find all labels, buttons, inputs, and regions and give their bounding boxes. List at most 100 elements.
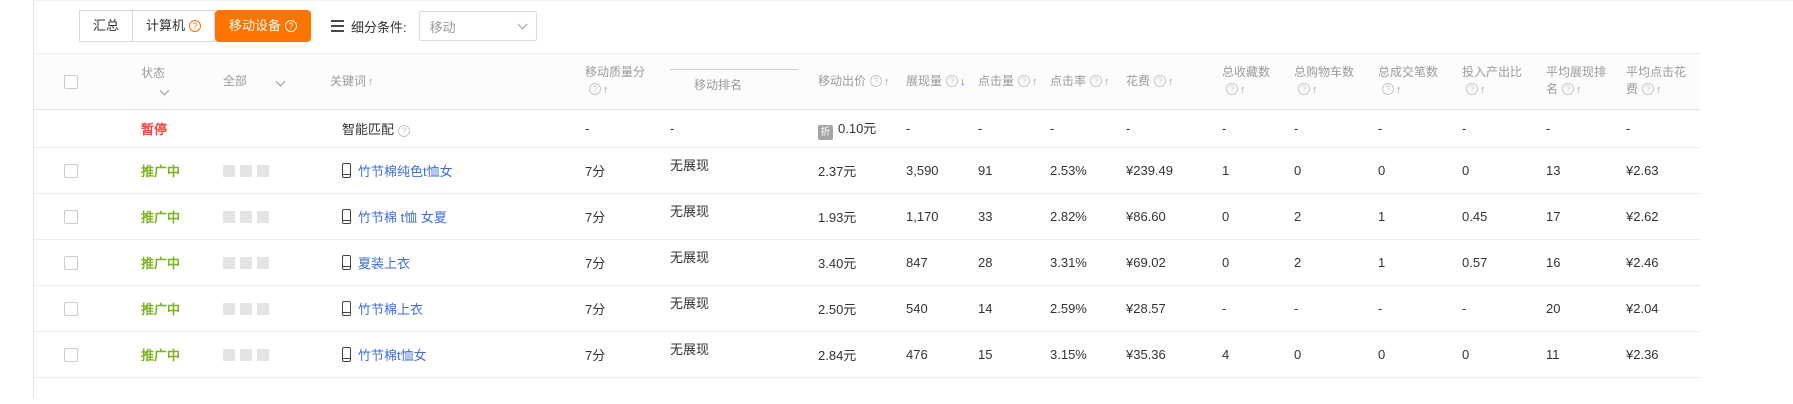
cell-value: - — [1222, 121, 1227, 136]
cell-ctr: 3.15% — [1044, 331, 1120, 378]
keyword-link[interactable]: 竹节棉上衣 — [358, 302, 424, 317]
tab-computer[interactable]: 计算机? — [133, 10, 216, 42]
help-icon[interactable]: ? — [189, 20, 202, 32]
cell-bid: 2.50元 — [812, 285, 900, 332]
col-header-orders[interactable]: 总成交笔数? ↑ — [1372, 53, 1456, 110]
cell-scope — [212, 147, 324, 194]
col-header-carts[interactable]: 总购物车数? ↑ — [1288, 53, 1372, 110]
discount-badge: 折 — [818, 124, 833, 140]
segment-filter-value: 移动 — [429, 19, 456, 35]
cell-favorites: 0 — [1216, 239, 1288, 286]
cell-rank: 无展现 — [664, 147, 812, 194]
help-icon[interactable]: ? — [398, 125, 411, 137]
select-all-checkbox[interactable] — [64, 74, 78, 89]
cell-value: 16 — [1546, 255, 1561, 270]
col-header-ctr[interactable]: 点击率? ↑ — [1044, 53, 1120, 110]
cell-value: - — [670, 121, 675, 136]
col-header-avg_cpc[interactable]: 平均点击花费? ↑ — [1620, 53, 1700, 110]
help-icon[interactable]: ? — [1154, 74, 1167, 87]
help-icon[interactable]: ? — [1562, 83, 1575, 95]
mobile-phone-icon — [342, 163, 351, 178]
col-header-status[interactable]: 状态 — [97, 53, 212, 110]
cell-quality: 7分 — [579, 239, 664, 286]
tab-summary[interactable]: 汇总 — [79, 10, 134, 42]
cell-scope — [212, 193, 324, 240]
help-icon[interactable]: ? — [1642, 83, 1655, 95]
cell-value: 2.82% — [1050, 209, 1087, 224]
cell-value: - — [1546, 121, 1551, 136]
col-label: 关键词 — [330, 73, 367, 88]
help-icon[interactable]: ? — [285, 20, 298, 32]
cell-value: 2.37元 — [818, 164, 857, 179]
help-icon[interactable]: ? — [1018, 74, 1031, 87]
row-checkbox[interactable] — [64, 348, 78, 363]
cell-value: ¥2.46 — [1626, 255, 1659, 270]
col-label: 移动排名 — [694, 78, 743, 92]
col-header-bid[interactable]: 移动出价? ↑ — [812, 53, 900, 110]
sort-up-icon: ↑ — [1656, 84, 1662, 96]
col-label: 平均点击花费 — [1626, 65, 1687, 96]
quality-block — [240, 164, 252, 177]
cell-value: ¥35.36 — [1126, 347, 1166, 362]
cell-favorites: 4 — [1216, 331, 1288, 378]
col-header-favorites[interactable]: 总收藏数? ↑ — [1216, 53, 1288, 110]
segment-filter-select[interactable]: 移动 — [418, 11, 537, 41]
help-icon[interactable]: ? — [1226, 83, 1238, 95]
keyword-row: 推广中 竹节棉t恤女 7分 无展现 2.84元 476 15 3.15% ¥35.36 4 0 0 0 1… — [34, 331, 1700, 378]
chevron-down-icon[interactable] — [275, 76, 286, 87]
help-icon[interactable]: ? — [1090, 74, 1103, 87]
keyword-row: 推广中 竹节棉纯色t恤女 7分 无展现 2.37元 3,590 91 2.53% ¥239.49… — [34, 147, 1700, 194]
cell-roi: 0.57 — [1456, 239, 1540, 286]
row-checkbox[interactable] — [64, 210, 78, 225]
col-header-roi[interactable]: 投入产出比? ↑ — [1456, 53, 1540, 110]
cell-clicks: 14 — [972, 285, 1044, 332]
col-header-quality[interactable]: 移动质量分? ↑ — [579, 53, 664, 110]
keyword-link[interactable]: 竹节棉 t恤 女夏 — [358, 210, 447, 225]
help-icon[interactable]: ? — [589, 83, 601, 95]
cell-value: 0 — [1462, 163, 1470, 178]
col-header-select[interactable] — [34, 53, 97, 110]
smart-match-label: 智能匹配 — [342, 122, 395, 137]
keyword-link[interactable]: 竹节棉纯色t恤女 — [358, 164, 453, 179]
help-icon[interactable]: ? — [1466, 83, 1478, 95]
help-icon[interactable]: ? — [1298, 83, 1310, 95]
col-header-clicks[interactable]: 点击量? ↑ — [972, 53, 1044, 110]
cell-avg_cpc: ¥2.63 — [1620, 147, 1700, 194]
col-label: 总收藏数 — [1222, 65, 1271, 79]
cell-avg_cpc: - — [1620, 109, 1700, 148]
keyword-link[interactable]: 竹节棉t恤女 — [358, 348, 427, 363]
row-checkbox[interactable] — [64, 164, 78, 179]
help-icon[interactable]: ? — [946, 74, 959, 87]
cell-value: 4 — [1222, 347, 1230, 362]
cell-value: 7分 — [585, 256, 606, 271]
col-label: 投入产出比 — [1462, 65, 1523, 79]
col-header-keyword[interactable]: 关键词 ↑ — [324, 53, 579, 110]
col-header-avg_rank[interactable]: 平均展现排名? ↑ — [1540, 53, 1620, 110]
cell-value: - — [1378, 121, 1383, 136]
col-header-impressions[interactable]: 展现量? ↓ — [900, 53, 972, 110]
tab-mobile-devices[interactable]: 移动设备? — [215, 10, 312, 42]
cell-status: 推广中 — [97, 193, 212, 240]
chevron-down-icon[interactable] — [159, 85, 170, 95]
row-checkbox[interactable] — [64, 256, 78, 271]
cell-value: 1,170 — [906, 209, 939, 224]
cell-value: - — [1126, 121, 1131, 136]
cell-bid: 1.93元 — [812, 193, 900, 240]
cell-keyword: 竹节棉纯色t恤女 — [324, 147, 579, 194]
cell-keyword: 竹节棉t恤女 — [324, 331, 579, 378]
col-header-cost[interactable]: 花费? ↑ — [1120, 53, 1216, 110]
cell-value: 1.93元 — [818, 210, 857, 225]
cell-clicks: 28 — [972, 239, 1044, 286]
help-icon[interactable]: ? — [1382, 83, 1394, 95]
cell-avg_rank: 17 — [1540, 193, 1620, 240]
sort-up-icon: ↑ — [1032, 75, 1038, 88]
row-checkbox[interactable] — [64, 302, 78, 317]
col-header-scope[interactable]: 全部 — [212, 53, 324, 110]
cell-orders: - — [1372, 109, 1456, 148]
sort-up-icon: ↑ — [1312, 84, 1318, 96]
quality-blocks — [223, 210, 318, 223]
keyword-link[interactable]: 夏装上衣 — [358, 256, 411, 271]
help-icon[interactable]: ? — [870, 74, 883, 87]
keyword-row: 推广中 夏装上衣 7分 无展现 3.40元 847 28 3.31% ¥69.02 0 2 1 0.57… — [34, 239, 1700, 286]
cell-value: 14 — [978, 301, 993, 316]
